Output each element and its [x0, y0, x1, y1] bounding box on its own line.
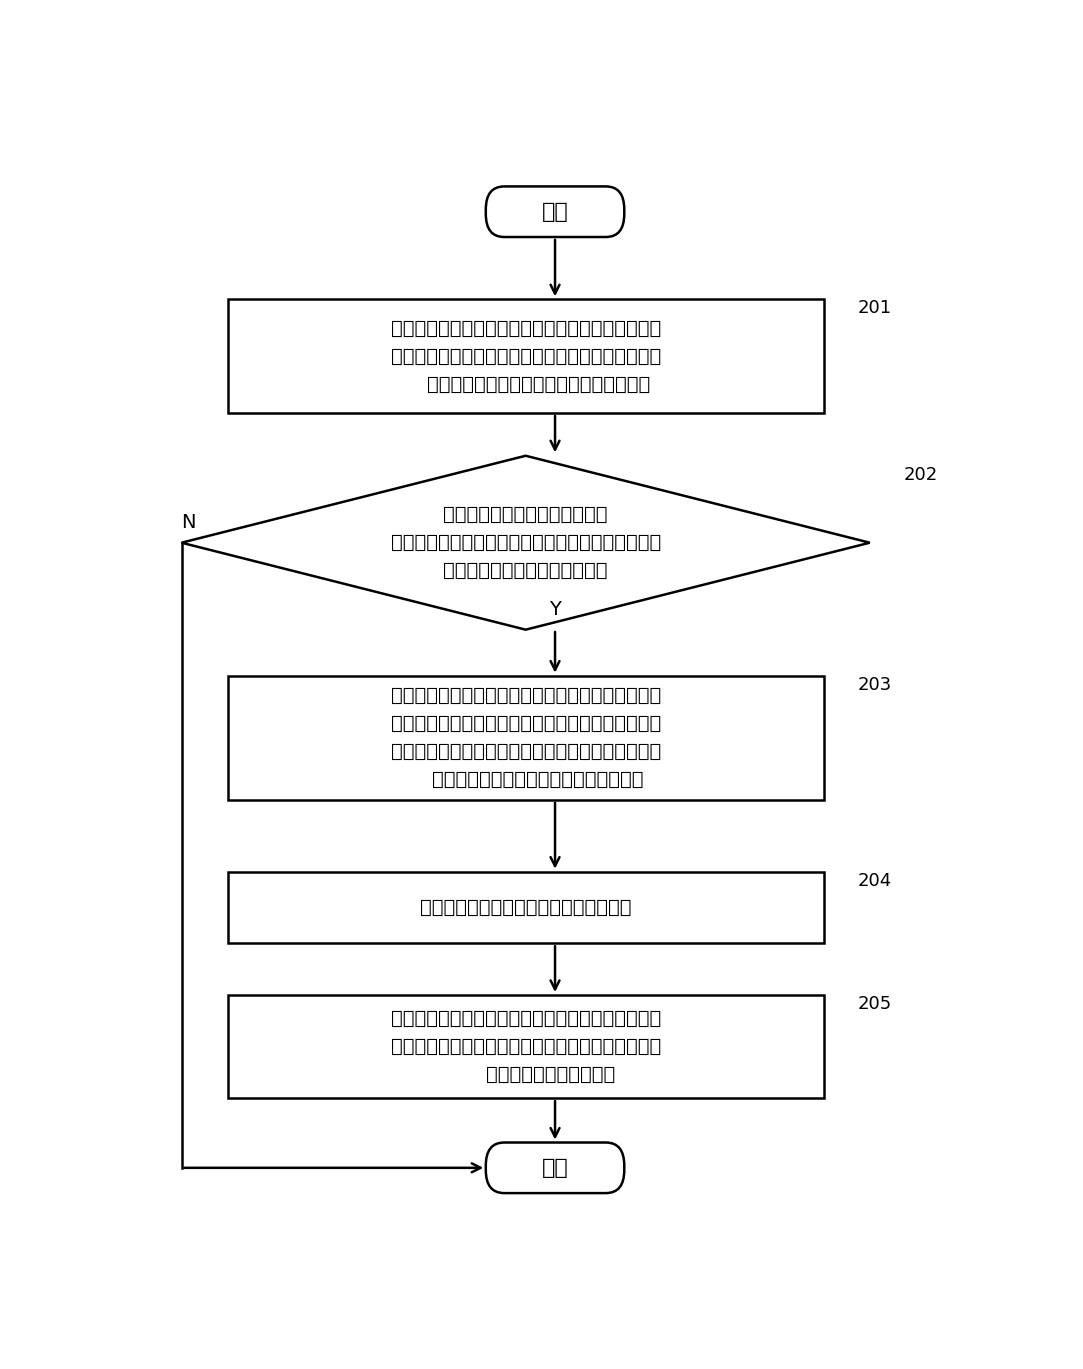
- Text: 智能回收装置接收上述第一回收提示信息: 智能回收装置接收上述第一回收提示信息: [420, 898, 631, 917]
- Text: 202: 202: [903, 467, 938, 485]
- FancyBboxPatch shape: [486, 186, 624, 237]
- Text: 智能回收控制终端向智能回收装置发送第一回收提示
信息，该第一回收提示信息至少包括上述目标身份信
息，并且该第一回收提示信息用于提示该目标身份信
    息对应的: 智能回收控制终端向智能回收装置发送第一回收提示 信息，该第一回收提示信息至少包括…: [391, 686, 661, 789]
- Text: Y: Y: [549, 600, 561, 619]
- Polygon shape: [182, 456, 870, 630]
- Text: 用户终端向智能回收控制终端发送信息校验请求，该
信息校验请求至少包括智能回收装置唯一对应的目标
    标识信息以及用户终端对应的目标身份信息: 用户终端向智能回收控制终端发送信息校验请求，该 信息校验请求至少包括智能回收装置…: [391, 319, 661, 394]
- Text: 201: 201: [858, 300, 891, 318]
- Text: 开始: 开始: [542, 201, 569, 222]
- Text: 205: 205: [858, 995, 891, 1013]
- Text: 结束: 结束: [542, 1158, 569, 1177]
- Bar: [227, 675, 823, 799]
- Text: 智能回收控制终端接收上述信息
校验请求，并根据该信息校验请求校验该信息校验请
求包括的信息是否满足预设条件: 智能回收控制终端接收上述信息 校验请求，并根据该信息校验请求校验该信息校验请 求…: [391, 505, 661, 580]
- Bar: [227, 300, 823, 413]
- Text: N: N: [181, 513, 196, 533]
- Text: 204: 204: [858, 872, 891, 890]
- Bar: [227, 995, 823, 1098]
- FancyBboxPatch shape: [486, 1143, 624, 1194]
- Text: 在接收到上述第一回收提示信息之后，智能回收装置
控制第一柜门打开，以使上述目标身份信息对应的用
        户归还上述目标餐饮用具: 在接收到上述第一回收提示信息之后，智能回收装置 控制第一柜门打开，以使上述目标身…: [391, 1009, 661, 1084]
- Text: 203: 203: [858, 675, 891, 694]
- Bar: [227, 872, 823, 943]
